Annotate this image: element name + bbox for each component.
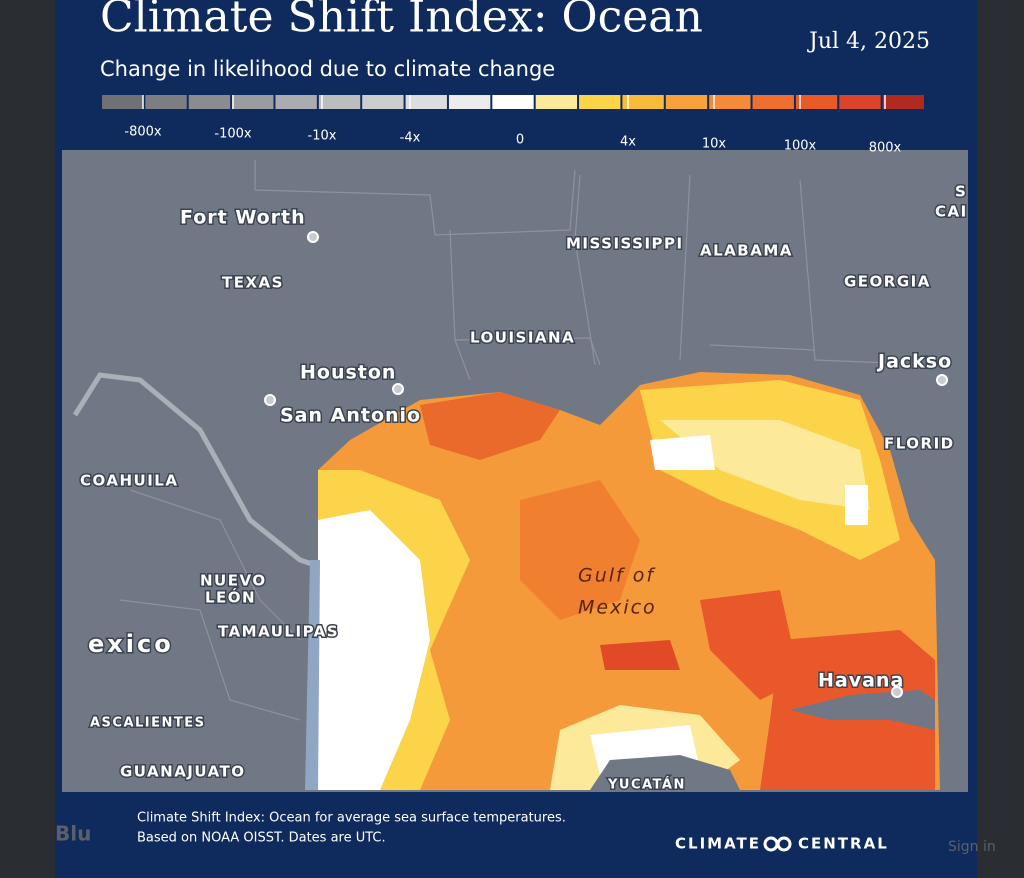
place-label: CAI [935,203,968,221]
legend-label: 4x [620,135,636,150]
legend-label: 0 [516,133,524,148]
place-label: COAHUILA [80,472,178,490]
place-label: LEÓN [205,588,256,607]
legend-swatch [665,95,708,109]
legend-label: 800x [869,141,902,156]
land-overlays [305,560,935,790]
legend-swatch [579,95,621,109]
city-dot [264,394,276,406]
legend-swatch [882,95,924,109]
city-dot [392,383,404,395]
legend-swatch [188,95,231,109]
legend-label: -4x [400,131,421,146]
place-label: YUCATÁN [607,777,686,793]
legend-swatch [535,95,578,109]
place-label: FLORID [884,435,955,453]
legend-label: -10x [308,129,337,144]
place-label: TAMAULIPAS [218,623,339,641]
footer-line: Climate Shift Index: Ocean for average s… [137,811,566,826]
bg-button[interactable]: Sign in [948,839,996,855]
place-label: TEXAS [222,274,284,292]
place-label: Houston [300,362,396,384]
legend-label: -800x [124,125,162,140]
footer-line: Based on NOAA OISST. Dates are UTC. [137,831,386,846]
legend-swatch [795,95,838,109]
place-label: ASCALIENTES [90,716,206,731]
legend-swatch [362,95,404,109]
sea-label: Mexico [578,597,657,619]
legend-swatch [275,95,317,109]
title: Climate Shift Index: Ocean [100,0,703,43]
legend-swatch [752,95,794,109]
borders [72,160,941,721]
place-label: NUEVO [200,572,267,590]
city-dot [307,231,319,243]
place-label: S [955,183,967,201]
place-label: GEORGIA [844,273,931,291]
place-label: Fort Worth [180,207,306,229]
legend-swatch [318,95,361,109]
place-label: Jackso [876,351,952,373]
place-label: Havana [818,670,904,692]
subtitle: Change in likelihood due to climate chan… [100,57,555,81]
legend-swatch [448,95,491,109]
place-label: MISSISSIPPI [566,235,684,253]
place-label: San Antonio [280,405,421,427]
city-dot [891,686,903,698]
sea-label: Gulf of [578,565,656,587]
legend-swatch [622,95,664,109]
city-dot [936,374,948,386]
legend-swatch [405,95,447,109]
place-label: ALABAMA [700,242,793,260]
date: Jul 4, 2025 [807,29,930,54]
brand: CENTRAL [798,835,889,853]
legend-label: 100x [784,139,817,154]
place-label: GUANAJUATO [120,763,246,781]
legend-swatch [232,95,274,109]
legend-swatch [839,95,881,109]
place-label: exico [88,630,174,658]
legend-label: -100x [214,127,252,142]
legend-swatch [145,95,187,109]
legend: -800x -100x -10x -4x 0 4x 10x 100x 800x [102,95,924,156]
legend-label: 10x [702,137,727,152]
bg-text: Blu [55,822,91,846]
brand: CLIMATE [675,835,761,853]
legend-swatch [102,95,144,109]
legend-swatch [492,95,534,109]
legend-swatch [709,95,751,109]
place-label: LOUISIANA [470,329,575,347]
brand-logo [763,836,792,852]
place-labels: Fort Worth TEXAS MISSISSIPPI ALABAMA GEO… [79,181,968,794]
